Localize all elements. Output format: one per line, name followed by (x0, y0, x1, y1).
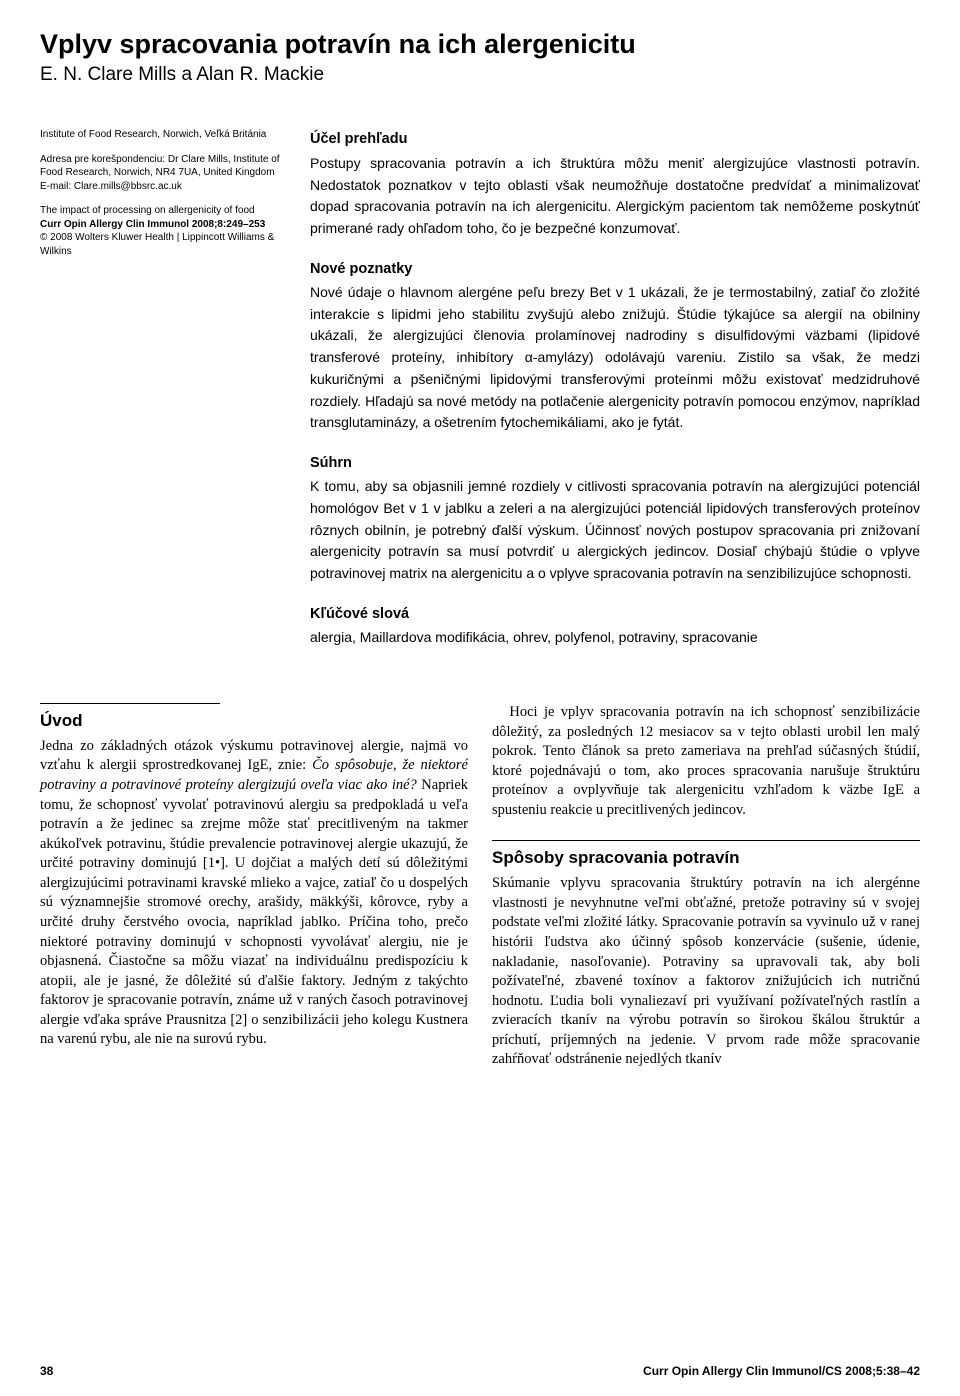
journal-ref: Curr Opin Allergy Clin Immunol/CS 2008;5… (643, 1364, 920, 1378)
col2-paragraph-2: Skúmanie vplyvu spracovania štruktúry po… (492, 874, 920, 1070)
body-columns: Úvod Jedna zo základných otázok výskumu … (40, 703, 920, 1070)
citation-copyright: © 2008 Wolters Kluwer Health | Lippincot… (40, 231, 290, 258)
citation-block: The impact of processing on allergenicit… (40, 204, 290, 258)
col2-paragraph-1: Hoci je vplyv spracovania potravín na ic… (492, 703, 920, 820)
section-summary: Súhrn K tomu, aby sa objasnili jemné roz… (310, 452, 920, 585)
section-rule (40, 703, 220, 704)
abstract-column: Účel prehľadu Postupy spracovania potrav… (310, 128, 920, 667)
section-findings: Nové poznatky Nové údaje o hlavnom alerg… (310, 258, 920, 434)
purpose-heading: Účel prehľadu (310, 128, 920, 150)
page-footer: 38 Curr Opin Allergy Clin Immunol/CS 200… (40, 1364, 920, 1378)
findings-heading: Nové poznatky (310, 258, 920, 280)
body-column-left: Úvod Jedna zo základných otázok výskumu … (40, 703, 468, 1070)
correspondence-block: Adresa pre korešpondenciu: Dr Clare Mill… (40, 153, 290, 194)
citation-title: The impact of processing on allergenicit… (40, 204, 290, 218)
title-block: Vplyv spracovania potravín na ich alerge… (40, 28, 920, 86)
correspondence-address: Adresa pre korešpondenciu: Dr Clare Mill… (40, 153, 290, 180)
section-keywords: Kľúčové slová alergia, Maillardova modif… (310, 603, 920, 649)
abstract-row: Institute of Food Research, Norwich, Veľ… (40, 128, 920, 667)
keywords-body: alergia, Maillardova modifikácia, ohrev,… (310, 627, 920, 649)
body-column-right: Hoci je vplyv spracovania potravín na ic… (492, 703, 920, 1070)
purpose-body: Postupy spracovania potravín a ich štruk… (310, 153, 920, 240)
summary-heading: Súhrn (310, 452, 920, 474)
intro-text-b: Napriek tomu, že schopnosť vyvolať potra… (40, 777, 468, 1047)
findings-body: Nové údaje o hlavnom alergéne peľu brezy… (310, 282, 920, 434)
article-title: Vplyv spracovania potravín na ich alerge… (40, 28, 920, 60)
processing-heading: Spôsoby spracovania potravín (492, 847, 920, 870)
keywords-heading: Kľúčové slová (310, 603, 920, 625)
article-authors: E. N. Clare Mills a Alan R. Mackie (40, 64, 920, 86)
affiliation-column: Institute of Food Research, Norwich, Veľ… (40, 128, 290, 667)
intro-heading: Úvod (40, 710, 468, 733)
page-number: 38 (40, 1364, 53, 1378)
section-rule (492, 840, 920, 841)
correspondence-email: E-mail: Clare.mills@bbsrc.ac.uk (40, 180, 290, 194)
summary-body: K tomu, aby sa objasnili jemné rozdiely … (310, 476, 920, 584)
section-purpose: Účel prehľadu Postupy spracovania potrav… (310, 128, 920, 239)
citation-journal: Curr Opin Allergy Clin Immunol 2008;8:24… (40, 218, 290, 232)
intro-paragraph: Jedna zo základných otázok výskumu potra… (40, 737, 468, 1050)
affiliation-institution: Institute of Food Research, Norwich, Veľ… (40, 128, 290, 142)
